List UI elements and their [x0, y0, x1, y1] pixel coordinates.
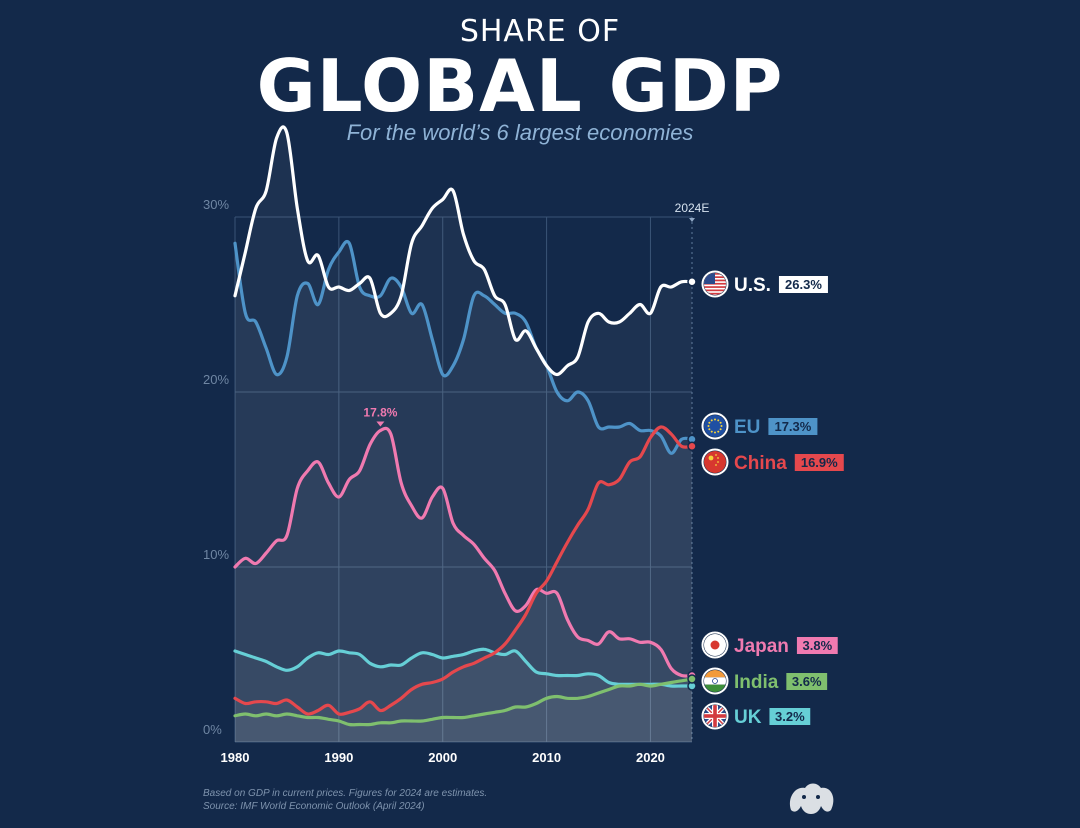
x-tick-label: 1990 — [324, 750, 353, 765]
legend-uk: UK 3.2% — [701, 702, 811, 730]
footer-source: Source: IMF World Economic Outlook (Apri… — [203, 801, 425, 812]
legend-value: 26.3% — [785, 277, 822, 292]
legend-value-badge — [796, 637, 838, 654]
y-tick-label: 30% — [203, 197, 229, 212]
elephant-logo-icon — [789, 783, 834, 814]
chart-labels: 0% 10% 20% 30% 1980 1990 2000 2010 2020 2024E 17.8… — [203, 197, 844, 765]
legend-value: 3.2% — [775, 709, 805, 724]
series-line-china — [233, 425, 694, 716]
chart-end-markers — [687, 277, 697, 691]
series-line-eu — [233, 239, 694, 455]
india-flag-icon — [701, 667, 729, 695]
legend-value-badge — [768, 418, 818, 435]
estimate-marker-arrow — [689, 218, 695, 222]
estimate-marker-label: 2024E — [675, 201, 710, 215]
legend-value: 3.8% — [803, 638, 833, 653]
page-subtitle: For the world’s 6 largest economies — [346, 120, 694, 145]
end-point-china — [687, 441, 697, 451]
series-line-india — [233, 677, 694, 727]
y-tick-label: 0% — [203, 722, 222, 737]
legend-name: India — [734, 672, 779, 693]
x-tick-label: 2000 — [428, 750, 457, 765]
legend-value-badge — [786, 673, 828, 690]
legend-name: Japan — [734, 636, 789, 657]
legend-value: 17.3% — [774, 419, 811, 434]
legend-value: 16.9% — [801, 455, 838, 470]
legend-value-badge — [769, 708, 811, 725]
legend-china: China 16.9% — [701, 448, 844, 476]
area-uk — [235, 649, 692, 742]
series-line-uk — [233, 647, 694, 688]
peak-annotation-label: 17.8% — [363, 406, 397, 420]
area-eu — [235, 241, 692, 742]
legend-name: UK — [734, 707, 762, 728]
page-title: GLOBAL GDP — [256, 44, 784, 128]
legend-u-s: U.S. 26.3% — [701, 270, 828, 298]
area-china — [235, 426, 692, 742]
series-line-japan — [233, 426, 694, 678]
y-tick-label: 10% — [203, 547, 229, 562]
eu-flag-icon — [701, 412, 729, 440]
title-kicker: SHARE OF — [459, 14, 621, 49]
legend-value: 3.6% — [792, 674, 822, 689]
legend-india: India 3.6% — [701, 667, 828, 695]
japan-flag-icon — [701, 631, 729, 659]
chart-series-lines — [233, 125, 694, 727]
uk-flag-icon — [701, 702, 729, 730]
china-flag-icon — [701, 448, 729, 476]
series-line-u-s — [233, 125, 694, 377]
legend-name: EU — [734, 417, 760, 438]
end-point-india — [687, 674, 697, 684]
legend-value-badge — [794, 454, 844, 471]
area-japan — [235, 428, 692, 742]
peak-annotation-arrow — [376, 421, 385, 427]
footer-note: Based on GDP in current prices. Figures … — [203, 788, 488, 799]
legend-name: China — [734, 453, 787, 474]
us-flag-icon — [701, 270, 729, 298]
end-point-u-s — [687, 277, 697, 287]
legend-eu: EU 17.3% — [701, 412, 818, 440]
legend-name: U.S. — [734, 275, 771, 296]
chart-grid — [234, 216, 695, 743]
x-tick-label: 2020 — [636, 750, 665, 765]
chart-area-fills — [235, 126, 692, 742]
x-tick-label: 2010 — [532, 750, 561, 765]
x-tick-label: 1980 — [221, 750, 250, 765]
legend-value-badge — [778, 276, 828, 293]
area-india — [235, 679, 692, 742]
area-u-s — [235, 126, 692, 742]
legend-japan: Japan 3.8% — [701, 631, 838, 659]
y-tick-label: 20% — [203, 372, 229, 387]
